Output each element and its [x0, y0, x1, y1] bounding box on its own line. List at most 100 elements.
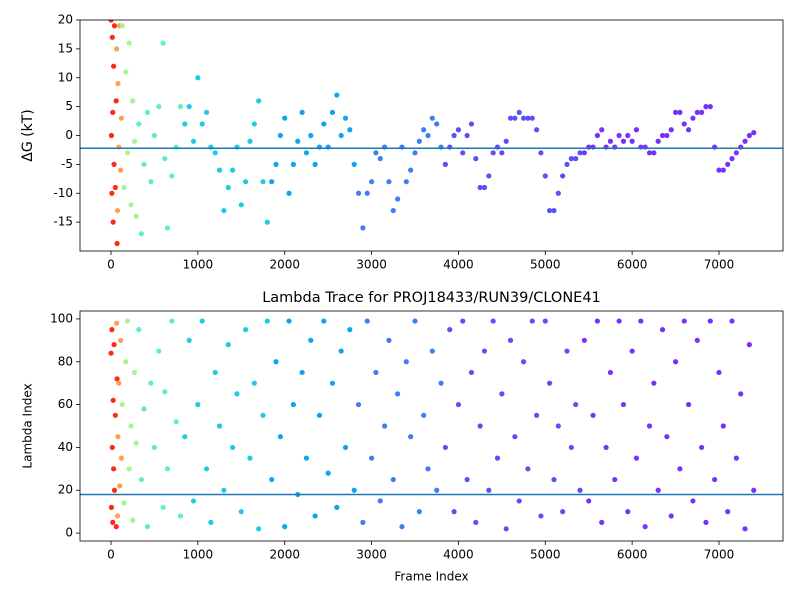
x-tick-label: 6000: [617, 548, 648, 562]
point: [564, 161, 570, 167]
point: [109, 190, 115, 196]
point: [577, 150, 583, 156]
point: [111, 466, 117, 472]
point: [464, 476, 470, 483]
point: [230, 167, 236, 173]
point: [625, 509, 631, 515]
point: [599, 519, 605, 525]
point: [499, 150, 505, 156]
point: [464, 132, 470, 139]
point: [156, 104, 162, 110]
point: [568, 156, 574, 162]
point: [108, 504, 115, 510]
point: [355, 190, 362, 196]
point: [751, 130, 757, 136]
point: [126, 40, 132, 46]
point: [338, 348, 344, 354]
x-tick-label: 7000: [704, 548, 735, 562]
x-tick-label: 4000: [443, 258, 474, 272]
point: [395, 391, 401, 397]
x-tick-label: 1000: [183, 258, 214, 272]
point: [412, 318, 418, 324]
point: [303, 455, 310, 461]
point: [607, 369, 614, 376]
point: [109, 444, 115, 451]
point: [113, 524, 119, 530]
point: [503, 138, 509, 144]
point: [625, 132, 631, 139]
point: [746, 342, 752, 348]
point: [269, 476, 275, 483]
point: [151, 444, 158, 451]
point: [190, 498, 197, 504]
point: [638, 318, 644, 324]
point: [119, 23, 125, 29]
point: [273, 161, 279, 167]
point: [716, 369, 722, 376]
point: [442, 444, 448, 451]
point: [334, 504, 340, 510]
point: [594, 132, 600, 139]
point: [421, 412, 427, 418]
point: [503, 526, 509, 532]
point: [486, 173, 492, 179]
point: [751, 487, 757, 493]
point: [186, 104, 192, 110]
point: [190, 138, 197, 144]
point: [312, 161, 318, 167]
point: [712, 476, 718, 483]
point: [416, 509, 422, 515]
point: [364, 190, 370, 196]
point: [381, 423, 388, 429]
point: [421, 127, 427, 133]
point: [338, 132, 344, 139]
point: [738, 391, 744, 397]
y-tick-label: 5: [65, 99, 73, 113]
point: [516, 109, 522, 115]
point: [277, 434, 283, 440]
point: [299, 109, 305, 115]
point: [108, 20, 114, 23]
point: [425, 466, 431, 472]
point: [117, 483, 123, 489]
point: [124, 318, 131, 324]
point: [590, 412, 596, 418]
point: [390, 476, 396, 483]
y-tick-label: 15: [58, 41, 73, 55]
point: [581, 150, 587, 156]
point: [533, 127, 540, 133]
point: [114, 207, 121, 214]
point: [138, 476, 145, 483]
point: [118, 455, 125, 461]
point: [434, 487, 440, 493]
point: [251, 121, 257, 127]
point: [725, 161, 731, 167]
point: [221, 487, 227, 493]
point: [742, 526, 748, 532]
y-tick-label: 100: [50, 311, 73, 325]
point: [486, 487, 492, 493]
point: [616, 132, 622, 139]
point: [118, 115, 125, 121]
point: [655, 138, 661, 144]
point: [490, 318, 496, 324]
point: [620, 401, 627, 408]
point: [126, 466, 132, 472]
point: [144, 109, 151, 115]
point: [109, 327, 115, 333]
x-tick-label: 0: [107, 548, 115, 562]
point: [573, 156, 579, 162]
point: [668, 513, 674, 519]
point: [114, 46, 120, 52]
point: [560, 509, 566, 515]
point: [131, 138, 138, 144]
point: [551, 476, 557, 483]
point: [507, 115, 514, 121]
point: [447, 327, 453, 333]
point: [516, 498, 522, 504]
point: [351, 487, 357, 493]
y-tick-label: 40: [58, 440, 73, 454]
point: [342, 444, 349, 451]
point: [290, 401, 297, 408]
